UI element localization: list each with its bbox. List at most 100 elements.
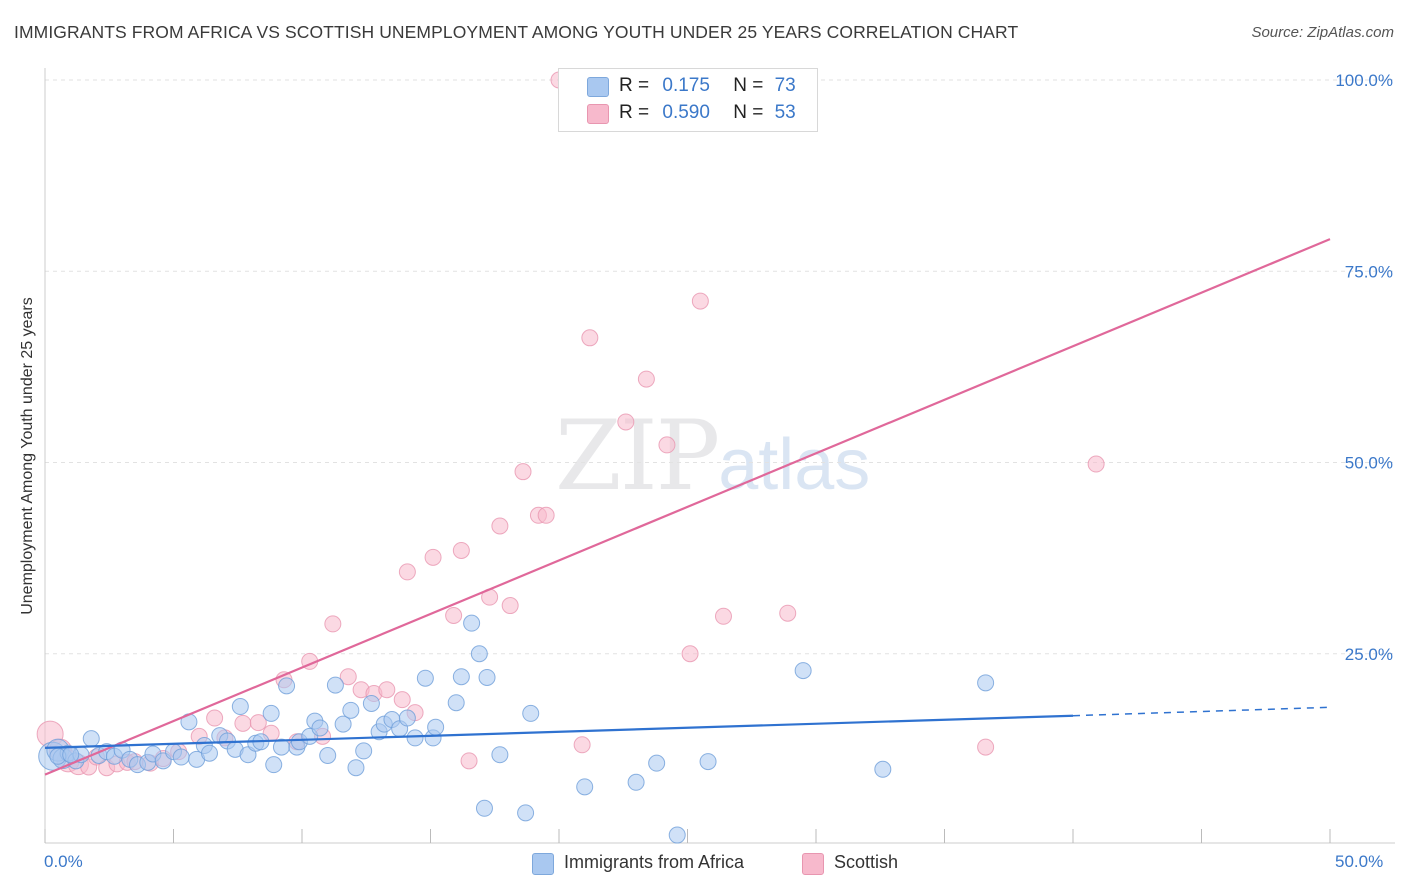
africa-point bbox=[463, 614, 481, 632]
correlation-legend: R = 0.175 N = 73 R = 0.590 N = 53 bbox=[558, 68, 818, 132]
africa-points bbox=[38, 614, 995, 844]
legend-swatch-africa bbox=[587, 77, 609, 97]
africa-point bbox=[794, 662, 812, 680]
x-tick-label-min: 0.0% bbox=[44, 852, 83, 871]
africa-point bbox=[355, 742, 373, 760]
legend-row-africa: R = 0.175 N = 73 bbox=[619, 75, 796, 101]
y-tick-label: 25.0% bbox=[1345, 645, 1393, 664]
legend-n-label: N = bbox=[733, 75, 764, 96]
africa-point bbox=[62, 746, 80, 764]
africa-point bbox=[699, 753, 717, 771]
scottish-point bbox=[617, 413, 635, 431]
y-tick-label: 100.0% bbox=[1335, 71, 1393, 90]
africa-point bbox=[576, 778, 594, 796]
africa-point bbox=[406, 729, 424, 747]
scottish-point bbox=[206, 709, 224, 727]
legend-swatch-scottish bbox=[587, 104, 609, 124]
scottish-point bbox=[779, 604, 797, 622]
series-legend: Immigrants from Africa Scottish bbox=[0, 852, 1406, 878]
scottish-point bbox=[977, 738, 995, 756]
scottish-point bbox=[501, 597, 519, 615]
scottish-point bbox=[452, 541, 470, 559]
legend-label-scottish: Scottish bbox=[834, 852, 899, 872]
legend-swatch-africa bbox=[532, 853, 554, 875]
africa-point bbox=[447, 694, 465, 712]
scottish-point bbox=[537, 506, 555, 524]
scottish-point bbox=[491, 517, 509, 535]
africa-point bbox=[311, 719, 329, 737]
scottish-point bbox=[234, 714, 252, 732]
scottish-point bbox=[460, 752, 478, 770]
africa-point bbox=[278, 677, 296, 695]
africa-point bbox=[517, 804, 535, 822]
y-tick-labels: 25.0% 50.0% 75.0% 100.0% bbox=[1335, 71, 1393, 664]
africa-trend-line bbox=[44, 714, 1074, 749]
africa-point bbox=[334, 715, 352, 733]
y-tick-label: 75.0% bbox=[1345, 262, 1393, 281]
africa-point bbox=[362, 694, 380, 712]
scottish-point bbox=[514, 463, 532, 481]
africa-point bbox=[347, 759, 365, 777]
scottish-point bbox=[445, 607, 463, 624]
scottish-trend-line bbox=[44, 238, 1331, 776]
x-tick-label-max: 50.0% bbox=[1335, 852, 1384, 871]
axes bbox=[44, 68, 1395, 844]
watermark-sub: atlas bbox=[718, 425, 871, 505]
scottish-point bbox=[324, 615, 342, 633]
grid-lines bbox=[45, 79, 1395, 655]
scottish-point bbox=[249, 714, 267, 732]
legend-r-label: R = bbox=[619, 102, 650, 123]
scottish-point bbox=[398, 563, 416, 581]
scottish-point bbox=[691, 292, 709, 310]
scottish-point bbox=[393, 691, 411, 709]
scottish-point bbox=[681, 645, 699, 663]
scottish-point bbox=[339, 668, 357, 686]
trend-lines bbox=[44, 238, 1331, 776]
africa-point bbox=[452, 668, 470, 686]
scottish-point bbox=[637, 370, 655, 388]
africa-point bbox=[319, 746, 337, 764]
chart-title: IMMIGRANTS FROM AFRICA VS SCOTTISH UNEMP… bbox=[14, 22, 1019, 42]
scottish-point bbox=[658, 436, 676, 454]
legend-swatch-scottish bbox=[802, 853, 824, 875]
africa-point bbox=[398, 709, 416, 727]
africa-point bbox=[265, 756, 283, 774]
legend-n-value: 73 bbox=[774, 75, 796, 96]
scottish-point bbox=[1087, 455, 1105, 473]
africa-point bbox=[627, 773, 645, 791]
legend-row-scottish: R = 0.590 N = 53 bbox=[619, 102, 796, 128]
africa-point bbox=[475, 799, 493, 817]
africa-point bbox=[491, 746, 509, 764]
africa-point bbox=[668, 826, 686, 844]
africa-point bbox=[200, 744, 218, 762]
africa-point bbox=[478, 668, 496, 686]
watermark: ZIPatlas bbox=[555, 400, 870, 512]
africa-point bbox=[82, 730, 100, 748]
scottish-point bbox=[424, 548, 442, 566]
africa-point bbox=[326, 676, 344, 694]
legend-n-label: N = bbox=[733, 102, 764, 123]
africa-point bbox=[874, 760, 892, 778]
scottish-point bbox=[573, 736, 591, 754]
africa-point bbox=[342, 701, 360, 719]
watermark-main: ZIP bbox=[555, 400, 720, 512]
africa-point bbox=[977, 674, 995, 692]
africa-point bbox=[416, 669, 434, 687]
scottish-points bbox=[36, 71, 1105, 777]
scottish-point bbox=[714, 607, 732, 625]
legend-r-value: 0.175 bbox=[662, 75, 710, 96]
africa-point bbox=[172, 748, 190, 766]
legend-n-value: 53 bbox=[774, 102, 796, 123]
scottish-point bbox=[581, 329, 599, 347]
y-tick-label: 50.0% bbox=[1345, 454, 1393, 473]
chart-source: Source: ZipAtlas.com bbox=[1251, 24, 1394, 41]
africa-trend-extension bbox=[1072, 706, 1331, 717]
africa-point bbox=[470, 645, 488, 663]
africa-point bbox=[648, 754, 666, 772]
africa-point bbox=[231, 698, 249, 716]
legend-r-value: 0.590 bbox=[662, 102, 710, 123]
africa-point bbox=[262, 704, 280, 722]
legend-r-label: R = bbox=[619, 75, 650, 96]
africa-point bbox=[427, 718, 445, 736]
